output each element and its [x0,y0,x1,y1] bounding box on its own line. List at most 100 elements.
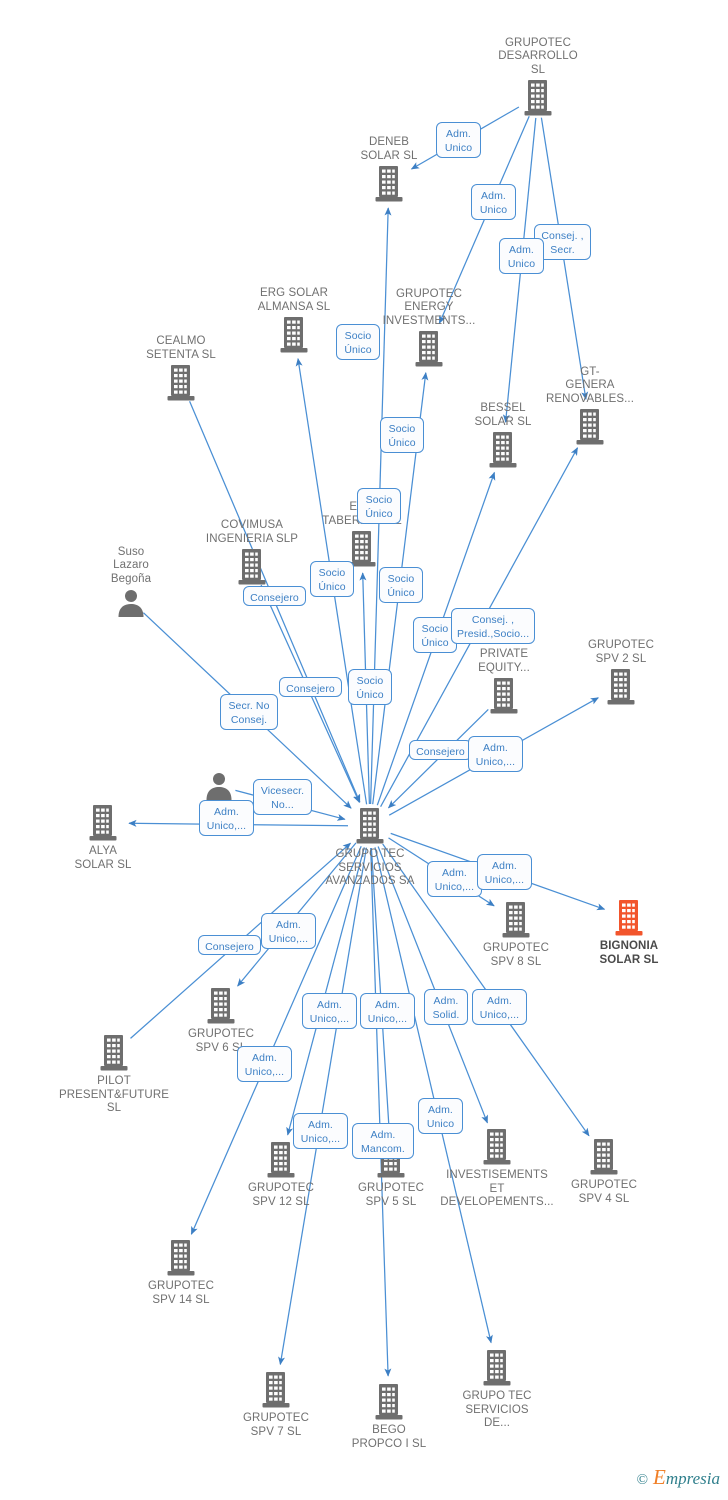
relationship-label[interactable]: Consej. , Presid.,Socio... [451,608,535,644]
relationship-label[interactable]: Socio Único [379,567,423,603]
company-node-deneb[interactable]: DENEB SOLAR SL [329,136,449,203]
edge-hub-to-bego [370,847,392,1377]
company-node-investisements[interactable]: INVESTISEMENTS ET DEVELOPEMENTS... [437,1128,557,1210]
relationship-label[interactable]: Adm. Unico,... [360,993,415,1029]
edge-hub-to-spv12 [286,847,365,1136]
building-icon [216,1371,336,1409]
watermark-brand-rest: mpresia [665,1469,720,1488]
building-icon [43,804,163,842]
building-icon [329,165,449,203]
relationship-label[interactable]: Adm. Unico,... [199,800,254,836]
company-node-erg_almansa[interactable]: ERG SOLAR ALMANSA SL [234,287,354,354]
relationship-label[interactable]: Adm. Unico,... [472,989,527,1025]
node-label: CEALMO SETENTA SL [146,335,216,361]
node-label: GRUPOTEC DESARROLLO SL [498,36,578,76]
building-icon [121,364,241,402]
relationship-label[interactable]: Socio Único [310,561,354,597]
person-icon [159,771,279,801]
node-label: GRUPO TEC SERVICIOS AVANZADOS SA [325,848,415,887]
relationship-label[interactable]: Socio Único [357,488,401,524]
building-icon [54,1034,174,1072]
node-label: GRUPOTEC SPV 7 SL [243,1412,309,1438]
relationship-label[interactable]: Adm. Unico,... [261,913,316,949]
building-icon [329,1383,449,1421]
company-node-spv8[interactable]: GRUPOTEC SPV 8 SL [456,901,576,969]
relationship-label[interactable]: Consejero [243,586,306,606]
node-label: COVIMUSA INGENIERIA SLP [205,519,299,545]
relationship-label[interactable]: Adm. Unico,... [302,993,357,1029]
company-node-private_equity[interactable]: PRIVATE EQUITY... [444,648,564,715]
node-label: GRUPOTEC SPV 5 SL [358,1182,424,1208]
relationship-label[interactable]: Consejero [279,677,342,697]
relationship-label[interactable]: Adm. Solid. [424,989,468,1025]
edge-hub-to-spv5 [370,847,393,1135]
node-label: GRUPO TEC SERVICIOS DE... [462,1390,532,1429]
relationship-label[interactable]: Adm. Unico,... [468,736,523,772]
node-label: PILOT PRESENT&FUTURE SL [58,1075,170,1114]
company-node-spv12[interactable]: GRUPOTEC SPV 12 SL [221,1141,341,1209]
node-label: GRUPOTEC ENERGY INVESTMENTS... [382,287,476,327]
relationship-label[interactable]: Adm. Unico,... [293,1113,348,1149]
node-label: ALYA SOLAR SL [74,845,132,871]
watermark-copyright-icon: © [636,1472,649,1488]
relationship-label[interactable]: Adm. Unico [418,1098,463,1134]
building-icon [530,408,650,446]
node-label: DENEB SOLAR SL [360,136,418,162]
company-node-bignonia[interactable]: BIGNONIA SOLAR SL [569,899,689,967]
building-icon [437,1128,557,1166]
person-node-suso[interactable]: Suso Lazaro Begoña [71,546,191,619]
company-node-pilot[interactable]: PILOT PRESENT&FUTURE SL [54,1034,174,1116]
relationship-label[interactable]: Socio Único [413,617,457,653]
watermark: © Empresia [637,1465,720,1490]
building-icon [437,1349,557,1387]
relationship-label[interactable]: Vicesecr. No... [253,779,312,815]
company-node-alya[interactable]: ALYA SOLAR SL [43,804,163,872]
company-node-spv2[interactable]: GRUPOTEC SPV 2 SL [561,639,681,706]
node-label: BIGNONIA SOLAR SL [599,940,659,966]
building-icon [544,1138,664,1176]
relationship-label[interactable]: Adm. Unico [436,122,481,158]
company-node-bego[interactable]: BEGO PROPCO I SL [329,1383,449,1451]
node-label: GT- GENERA RENOVABLES... [545,365,634,405]
company-node-spv4[interactable]: GRUPOTEC SPV 4 SL [544,1138,664,1206]
company-node-gts_de[interactable]: GRUPO TEC SERVICIOS DE... [437,1349,557,1431]
company-node-spv14[interactable]: GRUPOTEC SPV 14 SL [121,1239,241,1307]
building-icon [310,807,430,845]
relationship-label[interactable]: Adm. Unico,... [427,861,482,897]
relationship-label[interactable]: Consejero [409,740,472,760]
building-icon [456,901,576,939]
relationship-label[interactable]: Adm. Mancom. [352,1123,414,1159]
building-icon [478,79,598,117]
node-label: GRUPOTEC SPV 2 SL [588,639,654,665]
relationship-label[interactable]: Socio Único [380,417,424,453]
relationship-label[interactable]: Adm. Unico,... [237,1046,292,1082]
building-icon [192,548,312,586]
building-icon-highlighted [569,899,689,937]
company-node-spv7[interactable]: GRUPOTEC SPV 7 SL [216,1371,336,1439]
relationship-label[interactable]: Adm. Unico [499,238,544,274]
relationship-label[interactable]: Adm. Unico,... [477,854,532,890]
relationship-label[interactable]: Socio Único [336,324,380,360]
company-node-cealmo[interactable]: CEALMO SETENTA SL [121,335,241,402]
building-icon [302,530,422,568]
node-label: BESSEL SOLAR SL [474,402,532,428]
company-node-grupotec_desarrollo[interactable]: GRUPOTEC DESARROLLO SL [478,37,598,118]
person-icon [71,588,191,618]
company-node-spv6[interactable]: GRUPOTEC SPV 6 SL [161,987,281,1055]
relationship-label[interactable]: Secr. No Consej. [220,694,278,730]
node-label: GRUPOTEC SPV 4 SL [571,1179,637,1205]
company-node-gt_genera[interactable]: GT- GENERA RENOVABLES... [530,366,650,447]
relationship-label[interactable]: Consejero [198,935,261,955]
company-node-energy_investments[interactable]: GRUPOTEC ENERGY INVESTMENTS... [369,288,489,369]
node-label: BEGO PROPCO I SL [351,1424,427,1450]
company-node-bessel[interactable]: BESSEL SOLAR SL [443,402,563,469]
company-node-covimusa[interactable]: COVIMUSA INGENIERIA SLP [192,519,312,586]
company-node-hub[interactable]: GRUPO TEC SERVICIOS AVANZADOS SA [310,807,430,889]
relationship-label[interactable]: Adm. Unico [471,184,516,220]
node-label: ERG SOLAR ALMANSA SL [257,287,331,313]
relationship-label[interactable]: Socio Único [348,669,392,705]
node-label: GRUPOTEC SPV 14 SL [148,1280,214,1306]
watermark-brand-initial: E [653,1465,666,1489]
